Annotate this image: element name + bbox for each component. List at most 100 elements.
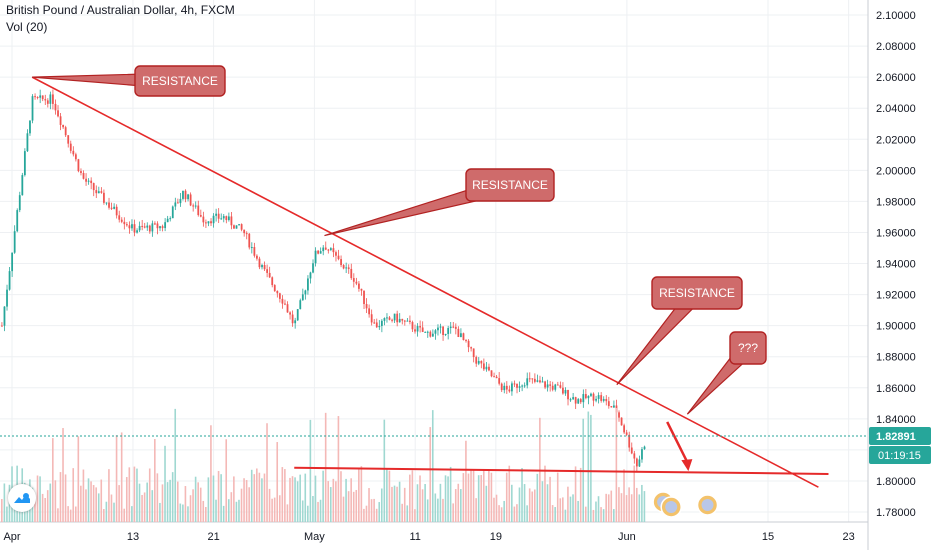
horizontal-support-line[interactable] [294, 466, 829, 475]
volume-bar [406, 505, 409, 522]
volume-bar [6, 506, 8, 522]
volume-bar [633, 465, 636, 522]
volume-bar [317, 501, 319, 522]
volume-bar [365, 505, 368, 522]
volume-bar [498, 505, 500, 522]
candle-body [437, 327, 439, 331]
volume-bar [123, 508, 126, 522]
candle-body [482, 363, 485, 370]
x-axis-tick-label: 15 [762, 531, 774, 543]
candle-body [457, 328, 460, 337]
candle-body [8, 271, 11, 290]
candle-body [452, 326, 455, 328]
volume-bar [347, 491, 350, 522]
candle-body [194, 205, 197, 207]
candle-body [439, 326, 442, 328]
x-axis-tick-label: Apr [3, 531, 20, 543]
candle-body [230, 216, 233, 226]
candle-body [590, 393, 592, 396]
candle-body [87, 180, 90, 182]
volume-bar [44, 497, 46, 522]
volume-bar [108, 469, 110, 522]
volume-bar [230, 492, 233, 522]
candle-body [613, 405, 615, 408]
candle-body [539, 380, 541, 383]
volume-bar [166, 482, 169, 522]
candle-body [556, 384, 559, 386]
event-flag-icon [701, 499, 714, 511]
y-axis-tick-label: 1.84000 [876, 414, 916, 426]
candle-body [268, 272, 271, 278]
volume-bar [59, 472, 62, 522]
candle-body [319, 251, 322, 254]
volume-bar [380, 488, 383, 522]
volume-bar [296, 481, 299, 522]
candle-body [625, 432, 628, 435]
volume-bar [597, 496, 600, 522]
candle-body [307, 278, 309, 291]
volume-bar [485, 485, 488, 522]
callout-box[interactable] [651, 276, 743, 310]
candle-body [490, 370, 493, 377]
volume-bar [411, 470, 414, 522]
volume-bar [546, 484, 549, 522]
callout-label: ??? [738, 341, 758, 355]
volume-bar [342, 496, 345, 522]
y-axis-tick-label: 1.94000 [876, 259, 916, 271]
candle-body [281, 298, 284, 304]
volume-bar [182, 504, 184, 522]
volume-bar [482, 469, 485, 522]
volume-bar [148, 468, 151, 522]
y-axis-tick-label: 1.78000 [876, 507, 916, 519]
callout-box[interactable] [729, 331, 767, 365]
candle-body [141, 225, 144, 227]
volume-bar [113, 502, 115, 522]
volume-bar [595, 501, 597, 522]
candle-body [243, 229, 246, 234]
volume-bar [403, 487, 406, 522]
candle-body [105, 202, 108, 204]
candle-body [386, 317, 388, 319]
candle-body [233, 225, 235, 229]
candle-body [403, 320, 406, 322]
candle-body [368, 308, 371, 315]
callout-box[interactable] [465, 168, 555, 202]
volume-bar [625, 495, 628, 522]
candle-body [289, 312, 291, 315]
candle-body [250, 247, 253, 249]
candle-body [217, 213, 220, 219]
volume-bar [437, 498, 439, 522]
candle-body [57, 110, 59, 117]
candle-body [143, 226, 146, 228]
candle-body [551, 385, 554, 390]
volume-bar [416, 484, 419, 522]
candle-body [258, 258, 261, 268]
volume-bar [345, 478, 347, 522]
candle-body [273, 285, 276, 291]
volume-bar [184, 486, 187, 522]
candle-body [215, 213, 218, 216]
candle-body [210, 221, 212, 224]
tradingview-logo-icon[interactable] [8, 484, 36, 512]
volume-bar [449, 466, 452, 522]
candle-body [205, 222, 207, 224]
candle-body [595, 398, 597, 401]
candle-body [546, 384, 549, 388]
candle-body [426, 331, 429, 333]
volume-bar [528, 488, 531, 522]
candle-body [176, 202, 179, 204]
callout-box[interactable] [134, 65, 226, 97]
volume-bar [146, 482, 148, 522]
candle-body [120, 219, 123, 222]
volume-bar [623, 469, 625, 522]
bar-countdown-value: 01:19:15 [878, 450, 921, 462]
volume-bar [630, 494, 633, 522]
candle-body [64, 127, 67, 136]
descending-resistance-trendline[interactable] [31, 76, 819, 488]
candle-body [54, 103, 57, 111]
candle-body [554, 384, 557, 390]
candle-body [508, 389, 511, 392]
candle-body [284, 303, 286, 305]
